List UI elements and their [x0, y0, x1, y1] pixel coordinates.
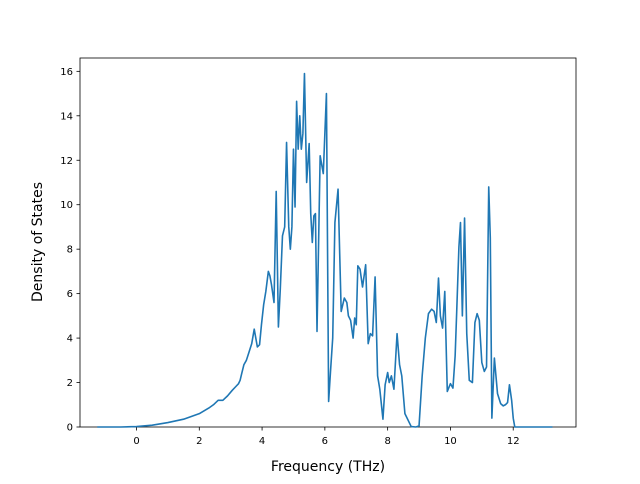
- plot-area-frame: [79, 57, 577, 428]
- y-tick-label: 2: [67, 378, 73, 389]
- y-tick-label: 4: [67, 334, 73, 345]
- y-tick-label: 16: [60, 67, 73, 78]
- dos-series-line: [97, 72, 553, 428]
- x-tick-label: 6: [322, 436, 328, 447]
- y-axis-ticks: 0 2 4 6 8 10 12 14 16: [60, 67, 80, 434]
- y-tick-label: 14: [60, 111, 73, 122]
- x-tick-label: 8: [384, 436, 390, 447]
- x-tick-label: 0: [133, 436, 139, 447]
- x-axis-ticks: 0 2 4 6 8 10 12: [133, 427, 520, 447]
- y-axis-label: Density of States: [30, 182, 46, 302]
- x-axis-label: Frequency (THz): [271, 459, 385, 475]
- y-tick-label: 8: [67, 245, 73, 256]
- y-tick-label: 12: [60, 156, 73, 167]
- y-tick-label: 10: [60, 200, 73, 211]
- y-tick-label: 0: [67, 423, 73, 434]
- y-tick-label: 6: [67, 289, 73, 300]
- x-tick-label: 2: [196, 436, 202, 447]
- x-tick-label: 10: [444, 436, 457, 447]
- x-tick-label: 12: [507, 436, 520, 447]
- x-tick-label: 4: [259, 436, 265, 447]
